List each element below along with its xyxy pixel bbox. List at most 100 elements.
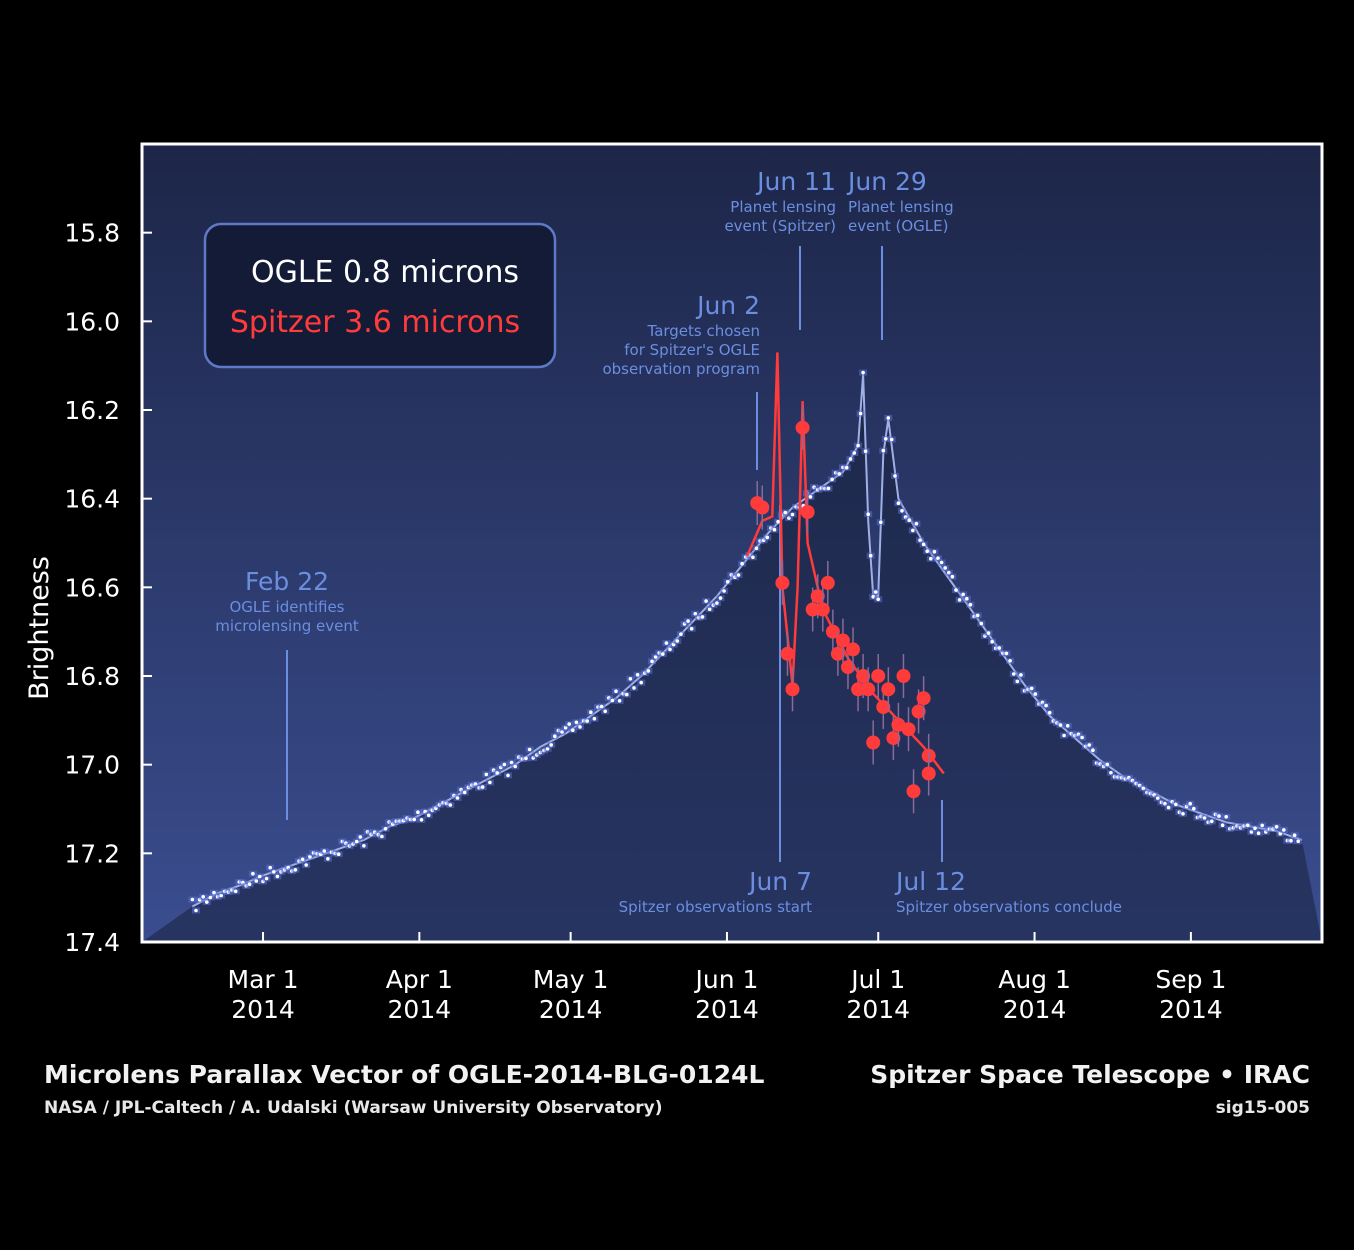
spitzer-point: [775, 575, 790, 590]
ogle-point: [689, 626, 694, 631]
ogle-point: [740, 561, 744, 566]
ogle-point: [754, 546, 759, 551]
ogle-point: [830, 477, 834, 482]
ogle-point: [1166, 805, 1171, 810]
ogle-point: [293, 868, 298, 872]
ogle-point: [632, 686, 636, 690]
ogle-point: [650, 659, 654, 664]
ogle-point: [1109, 771, 1113, 775]
x-tick-label: Mar 1: [228, 965, 299, 994]
ogle-point: [592, 716, 597, 721]
ogle-point: [254, 879, 259, 883]
ogle-point: [1156, 796, 1160, 801]
ogle-point: [560, 730, 564, 734]
ogle-point: [212, 890, 216, 895]
ogle-point: [527, 747, 532, 752]
ogle-point: [715, 601, 719, 605]
x-tick-label-year: 2014: [1159, 995, 1223, 1024]
spitzer-point: [881, 682, 896, 697]
ogle-point: [718, 596, 723, 600]
ogle-point: [1188, 801, 1192, 806]
spitzer-point: [780, 646, 795, 661]
ogle-point: [914, 521, 919, 526]
x-tick-label-year: 2014: [539, 995, 603, 1024]
annotation-text: microlensing event: [215, 617, 359, 635]
ogle-point: [790, 512, 795, 517]
ogle-point: [1256, 831, 1261, 835]
ogle-point: [484, 772, 489, 777]
ogle-point: [896, 501, 901, 506]
spitzer-point: [911, 704, 926, 719]
x-tick-label-year: 2014: [695, 995, 759, 1024]
ogle-point: [704, 599, 708, 603]
annotation-text: observation program: [602, 360, 760, 378]
y-axis: 15.8 16.0 16.2 16.4 16.6 16.8 17.0 17.2 17.4: [64, 219, 152, 957]
annotation-text: Spitzer observations start: [619, 898, 812, 916]
ogle-point: [455, 796, 460, 800]
x-tick-label: Apr 1: [386, 965, 453, 994]
ogle-point: [1174, 802, 1178, 807]
ogle-point: [866, 512, 870, 516]
image-id: sig15-005: [1215, 1098, 1310, 1118]
ogle-point: [1087, 743, 1092, 747]
ogle-point: [354, 839, 359, 844]
ogle-point: [628, 677, 633, 681]
ogle-point: [997, 646, 1002, 650]
ogle-point: [1181, 812, 1185, 816]
spitzer-point: [861, 682, 876, 697]
spitzer-point: [916, 691, 931, 706]
ogle-point: [861, 370, 865, 375]
spitzer-point: [805, 602, 820, 617]
ogle-point: [322, 849, 327, 853]
ogle-point: [889, 437, 894, 442]
ogle-point: [700, 615, 705, 619]
ogle-point: [635, 673, 640, 677]
annotation-text: event (Spitzer): [724, 217, 836, 235]
ogle-point: [852, 451, 857, 455]
y-tick-label: 16.4: [64, 485, 120, 514]
ogle-point: [873, 590, 878, 594]
ogle-point: [268, 865, 273, 870]
x-tick-label: Jul 1: [849, 965, 905, 994]
ogle-point: [668, 647, 672, 652]
annotation-text: Planet lensing: [730, 198, 836, 216]
ogle-point: [205, 900, 209, 904]
ogle-point: [1029, 686, 1034, 691]
spitzer-point: [856, 669, 871, 683]
ogle-point: [975, 613, 980, 618]
ogle-point: [961, 592, 965, 597]
ogle-point: [585, 719, 589, 723]
ogle-point: [419, 818, 424, 822]
ogle-point: [881, 448, 886, 453]
y-tick-label: 16.2: [64, 396, 120, 425]
ogle-point: [194, 908, 198, 913]
ogle-point: [884, 437, 888, 441]
y-tick-label: 17.2: [64, 839, 120, 868]
ogle-point: [1091, 748, 1095, 752]
ogle-point: [426, 813, 431, 818]
ogle-point: [848, 457, 853, 461]
annotation-title: Jul 12: [894, 867, 966, 896]
ogle-point: [1011, 672, 1016, 676]
ogle-point: [661, 652, 665, 656]
ogle-point: [943, 566, 947, 570]
ogle-point: [1062, 733, 1066, 738]
ogle-point: [304, 863, 309, 867]
figure-credit: NASA / JPL-Caltech / A. Udalski (Warsaw …: [44, 1098, 663, 1118]
ogle-point: [1282, 828, 1286, 832]
ogle-point: [1019, 673, 1023, 677]
ogle-point: [893, 474, 897, 478]
annotation-text: Spitzer observations conclude: [896, 898, 1122, 916]
spitzer-points: [750, 405, 936, 814]
ogle-point: [1044, 703, 1048, 708]
ogle-point: [776, 519, 780, 524]
ogle-point: [462, 790, 467, 795]
ogle-point: [219, 893, 223, 898]
ogle-point: [939, 560, 944, 565]
legend-entry-ogle: OGLE 0.8 microns: [251, 255, 519, 290]
ogle-point: [722, 589, 726, 593]
ogle-point: [574, 720, 579, 725]
ogle-point: [1008, 659, 1012, 663]
